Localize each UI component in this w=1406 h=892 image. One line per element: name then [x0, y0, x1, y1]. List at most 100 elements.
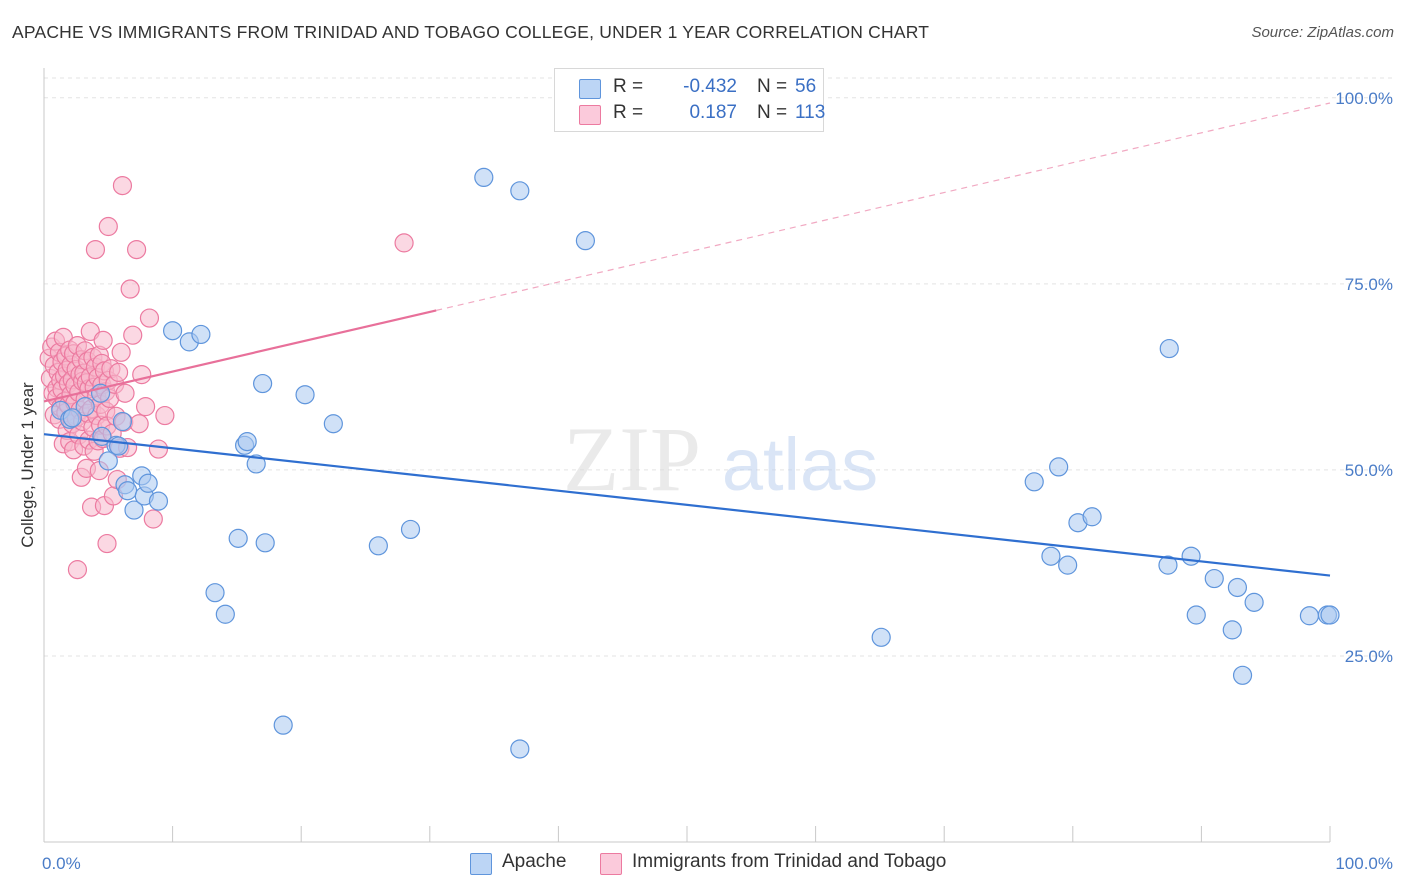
apache-point: [1232, 665, 1253, 685]
tt-point: [129, 414, 149, 434]
apache-point: [1204, 568, 1224, 589]
legend-swatch-apache: [470, 853, 492, 875]
x-tick-label-min: 0.0%: [42, 854, 81, 873]
tt-point: [115, 383, 135, 403]
apache-point: [510, 739, 530, 759]
apache-point: [1159, 338, 1179, 359]
apache-point: [255, 533, 275, 553]
apache-point: [117, 481, 138, 501]
legend-swatch-tt: [579, 105, 601, 125]
watermark-atlas: atlas: [722, 423, 878, 506]
legend-label-apache: Apache: [502, 851, 567, 872]
apache-point: [1320, 605, 1340, 625]
correlation-legend: R = -0.432 N = 56 R = 0.187 N = 113: [554, 68, 826, 132]
apache-point: [1049, 457, 1069, 477]
tt-point: [111, 342, 131, 362]
tt-point: [123, 325, 143, 345]
apache-point: [191, 324, 211, 345]
tt-point: [155, 405, 175, 426]
y-axis-label: College, Under 1 year: [18, 382, 37, 548]
tt-point: [67, 560, 88, 580]
tt-point: [112, 175, 133, 196]
trend-line-dashed: [436, 102, 1331, 311]
apache-point: [112, 411, 133, 432]
apache-point: [1186, 605, 1206, 625]
apache-point: [510, 181, 530, 201]
series-legend: Apache Immigrants from Trinidad and Toba…: [0, 851, 1406, 877]
trend-line-solid: [43, 309, 437, 403]
tt-point: [143, 509, 163, 529]
apache-point: [1158, 555, 1178, 575]
apache-point: [205, 583, 225, 603]
series-tt-points: [39, 175, 414, 580]
apache-point: [148, 491, 169, 511]
apache-point: [98, 451, 118, 471]
apache-point: [400, 519, 421, 540]
y-tick-label: 25.0%: [1345, 647, 1393, 666]
tt-point: [108, 362, 129, 382]
tt-point: [93, 330, 113, 350]
series-apache-points: [51, 167, 1340, 759]
apache-point: [1222, 620, 1242, 640]
apache-point: [215, 604, 235, 624]
apache-point: [75, 397, 95, 417]
tt-point: [139, 308, 160, 328]
apache-point: [62, 408, 82, 428]
legend-label-tt: Immigrants from Trinidad and Tobago: [632, 851, 947, 872]
apache-point: [253, 373, 273, 394]
y-tick-label: 75.0%: [1345, 275, 1393, 294]
legend-n-label: N =: [757, 102, 788, 123]
apache-point: [246, 454, 266, 474]
tt-point: [126, 239, 147, 260]
legend-n-value-tt: 113: [795, 102, 826, 123]
apache-point: [1181, 546, 1201, 566]
source-label: Source: ZipAtlas.com: [1251, 24, 1394, 41]
tick-labels: 25.0% 50.0% 75.0% 100.0% 0.0% 100.0%: [42, 89, 1393, 873]
apache-point: [1299, 606, 1320, 626]
apache-point: [237, 432, 257, 452]
legend-r-value-tt: 0.187: [689, 102, 737, 123]
axes: [43, 68, 1331, 843]
legend-r-value-apache: -0.432: [683, 76, 737, 97]
tt-point: [120, 279, 140, 299]
apache-point: [871, 627, 891, 647]
apache-point: [1244, 592, 1264, 612]
y-tick-label: 100.0%: [1335, 89, 1393, 108]
tt-point: [394, 233, 414, 253]
legend-swatch-tt: [600, 853, 622, 875]
legend-swatch-apache: [579, 79, 601, 99]
watermark: ZIP atlas: [563, 408, 878, 510]
tt-point: [135, 397, 156, 417]
legend-n-value-apache: 56: [795, 76, 817, 97]
apache-point: [1082, 507, 1102, 527]
tt-point: [97, 533, 117, 554]
tt-point: [98, 216, 118, 237]
x-tick-label-max: 100.0%: [1335, 854, 1393, 873]
apache-point: [323, 414, 343, 434]
tt-point: [148, 439, 169, 459]
chart-title: APACHE VS IMMIGRANTS FROM TRINIDAD AND T…: [12, 22, 930, 42]
apache-point: [1041, 546, 1061, 566]
apache-point: [474, 167, 494, 188]
apache-point: [295, 385, 315, 405]
tt-point: [85, 239, 106, 260]
trend-lines: [43, 102, 1331, 577]
apache-point: [124, 500, 144, 520]
legend-n-label: N =: [757, 76, 788, 97]
trend-line-solid: [43, 433, 1331, 577]
apache-point: [138, 473, 158, 493]
apache-point: [163, 321, 183, 341]
apache-point: [368, 536, 388, 556]
apache-point: [228, 528, 248, 548]
y-tick-label: 50.0%: [1345, 461, 1393, 480]
apache-point: [1024, 472, 1044, 492]
apache-point: [1058, 555, 1078, 575]
watermark-zip: ZIP: [563, 408, 701, 510]
apache-point: [575, 231, 596, 251]
grid-lines: [44, 77, 1392, 657]
legend-r-label: R =: [613, 102, 644, 123]
legend-r-label: R =: [613, 76, 644, 97]
apache-point: [273, 715, 293, 735]
apache-point: [1227, 577, 1248, 598]
